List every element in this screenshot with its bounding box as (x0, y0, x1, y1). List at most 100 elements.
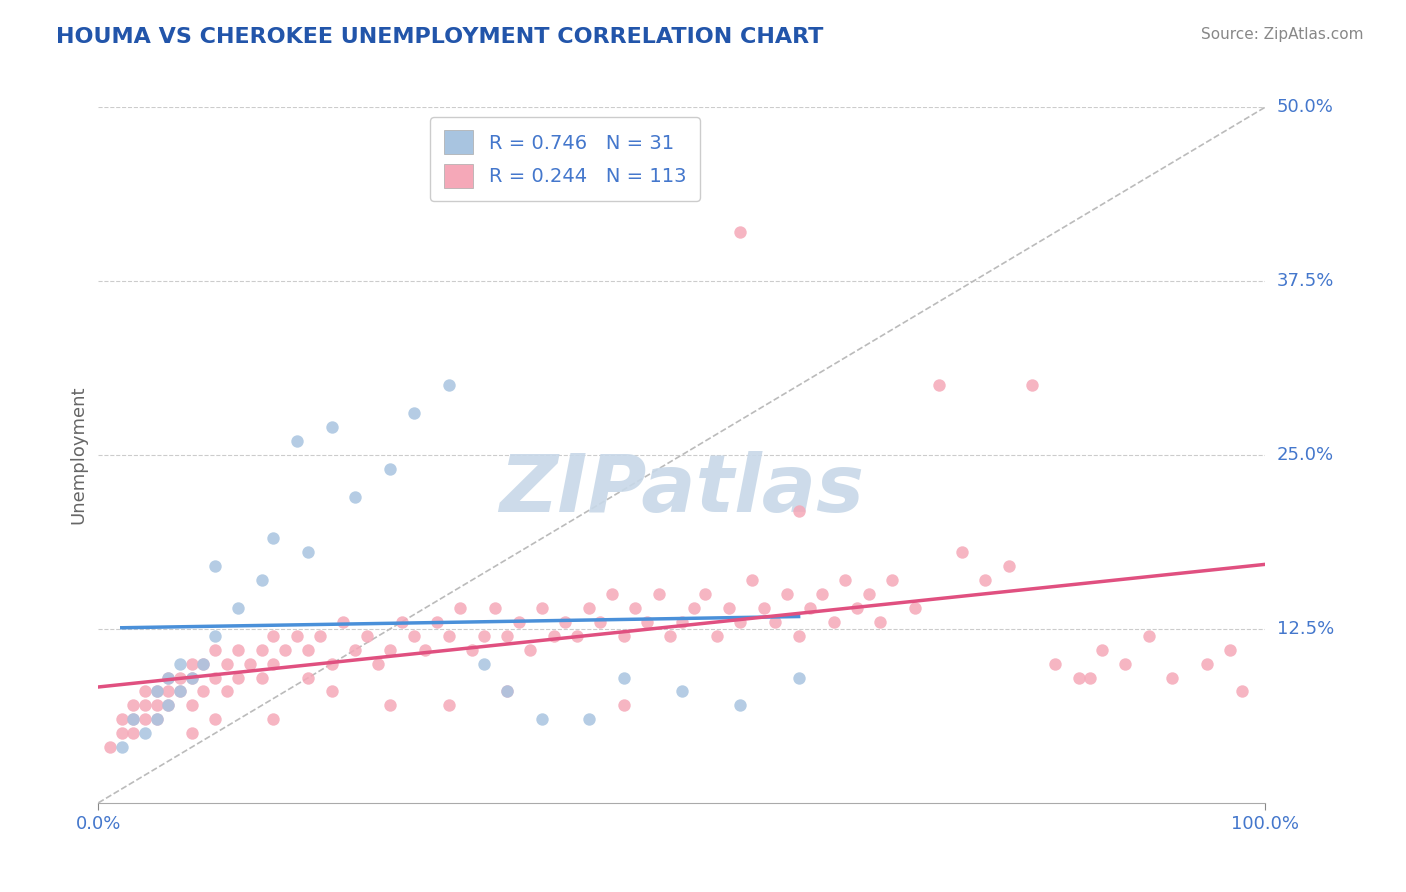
Point (146, 698, 169, 713)
Point (974, 573, 997, 587)
Point (344, 642, 367, 657)
Point (787, 671, 810, 685)
Point (811, 587, 834, 601)
Point (1067, 671, 1090, 685)
Point (659, 629, 682, 643)
Point (787, 629, 810, 643)
Point (472, 629, 495, 643)
Point (228, 671, 250, 685)
Point (554, 615, 576, 629)
Point (730, 698, 752, 713)
Point (402, 406, 425, 420)
Point (309, 629, 332, 643)
Point (111, 726, 134, 740)
Point (763, 615, 786, 629)
Point (682, 601, 704, 615)
Point (180, 698, 202, 713)
Point (880, 573, 903, 587)
Point (530, 601, 553, 615)
Point (157, 671, 180, 685)
Point (437, 378, 460, 392)
Point (228, 642, 250, 657)
Point (472, 657, 495, 671)
Point (1137, 629, 1160, 643)
Point (1219, 642, 1241, 657)
Text: 25.0%: 25.0% (1277, 446, 1334, 464)
Point (845, 601, 868, 615)
Point (157, 671, 180, 685)
Point (274, 642, 297, 657)
Point (997, 559, 1019, 574)
Point (215, 684, 238, 698)
Point (228, 601, 250, 615)
Point (437, 629, 460, 643)
Point (215, 657, 238, 671)
Point (530, 712, 553, 726)
Point (519, 642, 541, 657)
Point (321, 684, 343, 698)
Point (1161, 671, 1184, 685)
Point (204, 712, 226, 726)
Point (904, 601, 927, 615)
Point (122, 726, 145, 740)
Point (706, 629, 728, 643)
Point (297, 642, 319, 657)
Text: 12.5%: 12.5% (1277, 620, 1334, 638)
Point (180, 671, 202, 685)
Point (122, 698, 145, 713)
Point (1045, 657, 1067, 671)
Point (193, 684, 215, 698)
Point (636, 615, 658, 629)
Point (612, 698, 634, 713)
Point (193, 657, 215, 671)
Point (250, 573, 273, 587)
Point (169, 684, 191, 698)
Point (928, 378, 950, 392)
Point (157, 698, 180, 713)
Point (180, 671, 202, 685)
Point (1195, 657, 1218, 671)
Point (157, 698, 180, 713)
Point (578, 712, 600, 726)
Point (600, 587, 623, 601)
Point (1091, 642, 1114, 657)
Point (413, 642, 436, 657)
Point (671, 684, 693, 698)
Point (612, 671, 634, 685)
Point (204, 671, 226, 685)
Point (950, 545, 973, 559)
Point (285, 434, 308, 448)
Text: 37.5%: 37.5% (1277, 272, 1334, 290)
Point (695, 587, 717, 601)
Point (612, 629, 634, 643)
Point (495, 629, 517, 643)
Point (508, 615, 530, 629)
Point (449, 601, 471, 615)
Point (426, 615, 449, 629)
Point (98, 740, 121, 755)
Y-axis label: Unemployment: Unemployment (69, 385, 87, 524)
Point (1080, 671, 1102, 685)
Point (1114, 657, 1136, 671)
Point (250, 671, 273, 685)
Point (134, 684, 156, 698)
Point (869, 615, 891, 629)
Point (671, 615, 693, 629)
Point (111, 712, 134, 726)
Point (484, 601, 506, 615)
Point (834, 573, 856, 587)
Point (776, 587, 799, 601)
Point (589, 615, 612, 629)
Point (180, 657, 202, 671)
Point (169, 657, 191, 671)
Point (717, 601, 740, 615)
Point (134, 698, 156, 713)
Point (495, 684, 517, 698)
Point (730, 615, 752, 629)
Text: HOUMA VS CHEROKEE UNEMPLOYMENT CORRELATION CHART: HOUMA VS CHEROKEE UNEMPLOYMENT CORRELATI… (56, 27, 824, 46)
Point (146, 684, 169, 698)
Legend: R = 0.746   N = 31, R = 0.244   N = 113: R = 0.746 N = 31, R = 0.244 N = 113 (430, 117, 700, 202)
Point (134, 726, 156, 740)
Point (239, 657, 262, 671)
Point (297, 671, 319, 685)
